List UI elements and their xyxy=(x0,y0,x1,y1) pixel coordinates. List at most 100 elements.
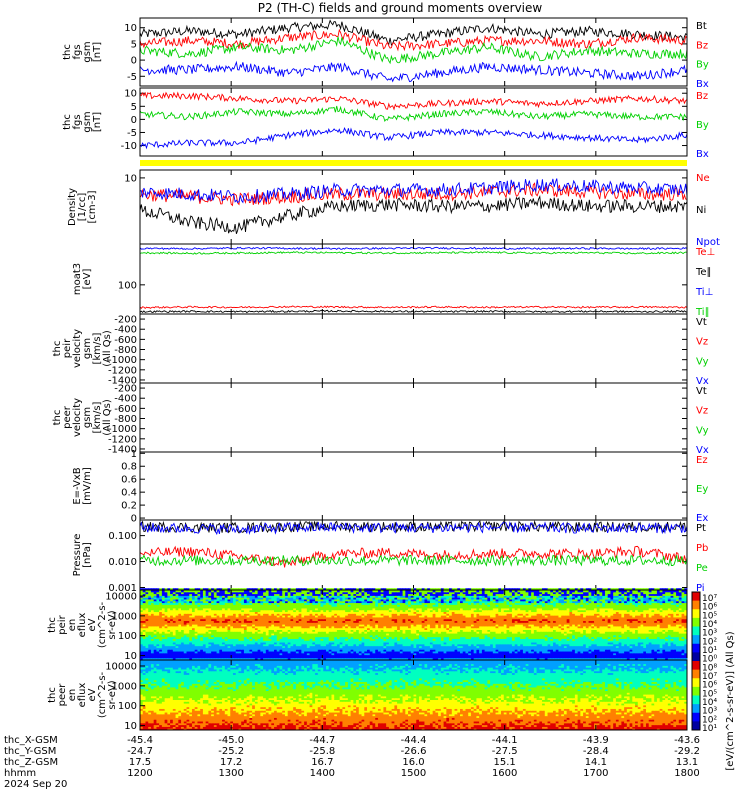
spectrogram-cell xyxy=(216,652,220,656)
spectrogram-cell xyxy=(265,654,270,657)
spectrogram-cell xyxy=(667,652,672,656)
y-tick-label: -600 xyxy=(114,335,137,346)
spectrogram-cell xyxy=(648,652,652,656)
spectrogram-cell xyxy=(550,656,554,659)
spectrogram-cell xyxy=(380,651,384,654)
spectrogram-cell xyxy=(293,652,297,656)
legend-entry: Pb xyxy=(696,543,708,554)
spectrogram-cell xyxy=(356,656,360,659)
spectrogram-cell xyxy=(602,651,606,654)
spectrogram-cell xyxy=(167,656,171,659)
spectrogram-cell xyxy=(435,652,439,656)
spectrogram-cell xyxy=(495,652,499,656)
spectrogram-cell xyxy=(189,652,193,656)
spectrogram-cell xyxy=(331,656,335,659)
spectrogram-cell xyxy=(429,656,434,659)
spectrogram-cell xyxy=(544,656,549,659)
spectrogram-cell xyxy=(552,651,557,654)
spectrogram-cell xyxy=(287,654,291,657)
spectrogram-cell xyxy=(678,656,683,659)
spectrogram-cell xyxy=(648,654,652,657)
spectrogram-cell xyxy=(222,654,226,657)
spectrogram-cell xyxy=(615,651,620,654)
spectrogram-cell xyxy=(213,652,218,656)
spectrogram-cell xyxy=(440,651,445,654)
spectrogram-cell xyxy=(304,652,308,656)
spectrogram-cell xyxy=(651,654,655,657)
spectrogram-cell xyxy=(183,654,187,657)
spectrogram-cell xyxy=(246,656,250,659)
y-tick-label: 0.2 xyxy=(121,501,137,512)
spectrogram-cell xyxy=(459,656,464,659)
spectrogram-cell xyxy=(150,651,155,654)
spectrogram-cell xyxy=(413,654,417,657)
spectrogram-cell xyxy=(249,656,253,659)
spectrogram-cell xyxy=(241,656,245,659)
y-axis-label: (All Qs) xyxy=(102,330,113,367)
spectrogram-cell xyxy=(290,654,294,657)
spectrogram-cell xyxy=(172,651,177,654)
spectrogram-cell xyxy=(547,652,551,656)
spectrogram-cell xyxy=(676,656,680,659)
spectrogram-cell xyxy=(257,654,261,657)
spectrogram-cell xyxy=(377,654,382,657)
spectrogram-cell xyxy=(252,651,256,654)
spectrogram-cell xyxy=(552,652,557,656)
spectrogram-cell xyxy=(282,652,286,656)
spectrogram-cell xyxy=(391,656,395,659)
spectrogram-cell xyxy=(397,656,401,659)
spectrogram-cell xyxy=(501,654,505,657)
spectrogram-cell xyxy=(202,654,207,657)
spectrogram-cell xyxy=(336,656,341,659)
spectrogram-cell xyxy=(459,654,464,657)
spectrogram-cell xyxy=(301,654,305,657)
spectrogram-cell xyxy=(186,656,190,659)
spectrogram-cell xyxy=(145,651,149,654)
spectrogram-cell xyxy=(309,654,313,657)
spectrogram-cell xyxy=(613,654,617,657)
spectrogram-cell xyxy=(473,651,477,654)
y-axis-label: fgs xyxy=(72,44,83,59)
spectrogram-cell xyxy=(334,651,338,654)
spectrogram-cell xyxy=(596,656,600,659)
spectrogram-cell xyxy=(457,651,461,654)
y-axis-label: moat3 xyxy=(72,263,83,295)
spectrogram-cell xyxy=(336,651,341,654)
spectrogram-cell xyxy=(331,651,335,654)
spectrogram-cell xyxy=(170,656,174,659)
spectrogram-cell xyxy=(369,651,373,654)
spectrogram-cell xyxy=(585,651,590,654)
legend-entry: Bz xyxy=(696,40,708,51)
spectrogram-cell xyxy=(632,654,636,657)
mode-bar xyxy=(140,160,687,166)
spectrogram-cell xyxy=(408,656,412,659)
spectrogram-cell xyxy=(200,656,204,659)
spectrogram-cell xyxy=(596,654,600,657)
legend-entry: Vx xyxy=(696,445,709,456)
spectrogram-cell xyxy=(178,656,182,659)
spectrogram-cell xyxy=(637,652,642,656)
spectrogram-cell xyxy=(481,654,486,657)
spectrogram-cell xyxy=(350,656,354,659)
spectrogram-cell xyxy=(309,652,313,656)
spectrogram-cell xyxy=(591,651,595,654)
spectrogram-cell xyxy=(181,654,185,657)
spectrogram-cell xyxy=(208,652,212,656)
y-axis-label: [1/cc] xyxy=(77,193,88,222)
spectrogram-cell xyxy=(561,656,565,659)
spectrogram-cell xyxy=(391,652,395,656)
spectrogram-cell xyxy=(544,654,549,657)
spectrogram-cell xyxy=(498,652,502,656)
spectrogram-cell xyxy=(156,651,160,654)
spectrogram-cell xyxy=(536,656,540,659)
y-tick-label: -800 xyxy=(114,345,137,356)
spectrogram-cell xyxy=(462,656,466,659)
spectrogram-cell xyxy=(358,652,363,656)
spectrogram-cell xyxy=(637,654,642,657)
spectrogram-cell xyxy=(577,652,581,656)
spectrogram-cell xyxy=(572,654,576,657)
spectrogram-cell xyxy=(145,654,149,657)
spectrogram-cell xyxy=(410,654,414,657)
spectrogram-cell xyxy=(547,656,551,659)
spectrogram-cell xyxy=(626,654,631,657)
